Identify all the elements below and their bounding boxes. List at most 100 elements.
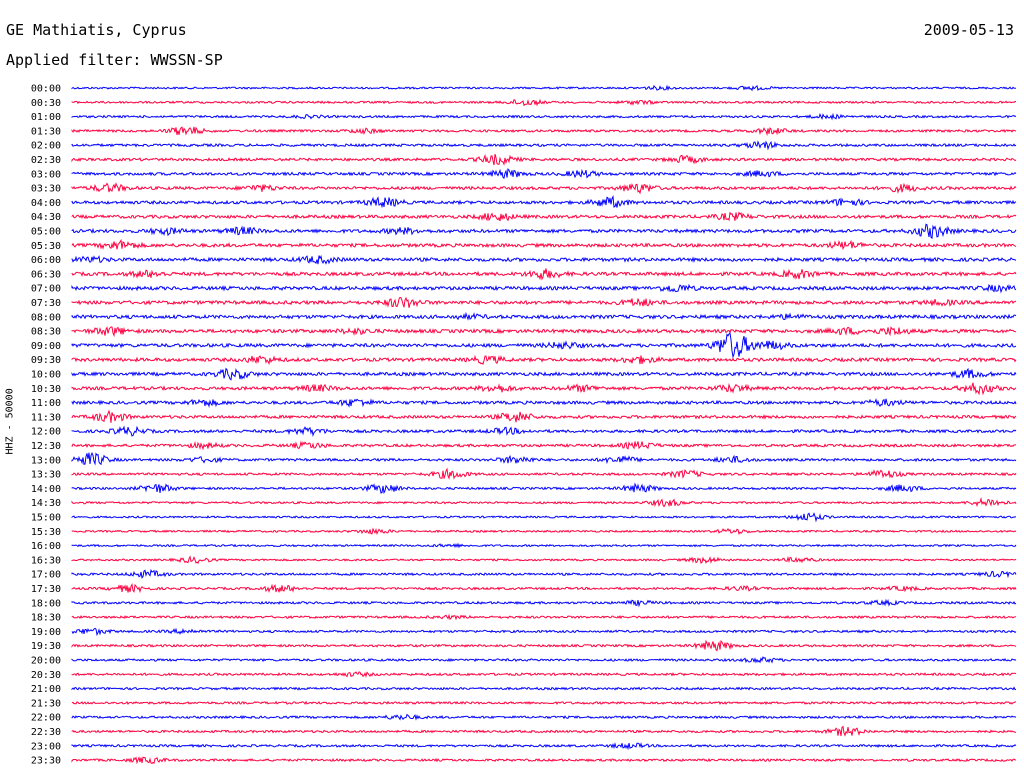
tick-label-0800: 08:00 (31, 312, 61, 323)
tick-label-1600: 16:00 (31, 541, 61, 552)
trace-0830 (71, 326, 1017, 338)
tick-label-1500: 15:00 (31, 513, 61, 524)
trace-0530 (71, 238, 1017, 251)
tick-label-1200: 12:00 (31, 427, 61, 438)
trace-1230 (71, 440, 1017, 451)
tick-label-0830: 08:30 (31, 327, 61, 338)
tick-label-0530: 05:30 (31, 241, 61, 252)
tick-label-0930: 09:30 (31, 355, 61, 366)
tick-label-1100: 11:00 (31, 398, 61, 409)
tick-label-1030: 10:30 (31, 384, 61, 395)
tick-label-1630: 16:30 (31, 555, 61, 566)
trace-2200 (71, 713, 1017, 721)
trace-0030 (71, 98, 1017, 107)
trace-2030 (71, 671, 1017, 678)
tick-label-1300: 13:00 (31, 455, 61, 466)
tick-label-1800: 18:00 (31, 598, 61, 609)
trace-0500 (71, 223, 1017, 240)
tick-label-0630: 06:30 (31, 269, 61, 280)
tick-label-1230: 12:30 (31, 441, 61, 452)
trace-1630 (71, 555, 1017, 564)
station-title: GE Mathiatis, Cyprus (6, 21, 187, 39)
trace-1300 (71, 451, 1017, 466)
tick-label-1330: 13:30 (31, 470, 61, 481)
trace-1100 (71, 398, 1017, 408)
trace-0430 (71, 211, 1017, 222)
trace-1730 (71, 582, 1017, 594)
trace-1330 (71, 467, 1017, 480)
trace-2000 (71, 656, 1017, 664)
tick-label-0600: 06:00 (31, 255, 61, 266)
trace-2100 (71, 686, 1017, 691)
tick-label-0900: 09:00 (31, 341, 61, 352)
trace-0400 (71, 195, 1017, 209)
tick-label-1430: 14:30 (31, 498, 61, 509)
tick-label-1130: 11:30 (31, 412, 61, 423)
tick-label-2200: 22:00 (31, 713, 61, 724)
tick-label-0000: 00:00 (31, 84, 61, 95)
trace-1000 (71, 367, 1017, 381)
tick-label-0200: 02:00 (31, 141, 61, 152)
trace-0930 (71, 354, 1017, 366)
tick-label-0300: 03:00 (31, 169, 61, 180)
trace-1200 (71, 425, 1017, 438)
tick-label-0500: 05:00 (31, 227, 61, 238)
trace-0700 (71, 283, 1017, 294)
trace-2330 (71, 756, 1017, 765)
trace-2230 (71, 725, 1017, 737)
tick-label-0430: 04:30 (31, 212, 61, 223)
trace-1400 (71, 482, 1017, 495)
trace-1800 (71, 598, 1017, 608)
trace-0200 (71, 140, 1017, 151)
tick-label-2230: 22:30 (31, 727, 61, 738)
trace-0000 (71, 84, 1017, 92)
trace-1700 (71, 568, 1017, 579)
trace-1500 (71, 512, 1017, 523)
tick-label-0130: 01:30 (31, 126, 61, 137)
tick-label-1930: 19:30 (31, 641, 61, 652)
tick-label-1000: 10:00 (31, 370, 61, 381)
tick-label-0730: 07:30 (31, 298, 61, 309)
trace-0900 (71, 332, 1017, 359)
trace-0100 (71, 112, 1017, 121)
tick-label-0400: 04:00 (31, 198, 61, 209)
tick-label-2100: 21:00 (31, 684, 61, 695)
trace-1930 (71, 639, 1017, 652)
trace-1030 (71, 382, 1017, 396)
tick-label-1730: 17:30 (31, 584, 61, 595)
trace-0130 (71, 126, 1017, 137)
trace-0230 (71, 153, 1017, 166)
tick-label-0030: 00:30 (31, 98, 61, 109)
trace-1830 (71, 613, 1017, 621)
trace-1530 (71, 527, 1017, 535)
channel-axis-label: HHZ - 50000 (4, 388, 16, 455)
tick-label-1530: 15:30 (31, 527, 61, 538)
trace-0800 (71, 311, 1017, 321)
tick-label-1830: 18:30 (31, 613, 61, 624)
trace-0600 (71, 254, 1017, 265)
trace-0630 (71, 268, 1017, 281)
tick-label-2030: 20:30 (31, 670, 61, 681)
tick-label-1700: 17:00 (31, 570, 61, 581)
trace-1900 (71, 627, 1017, 637)
trace-0330 (71, 182, 1017, 195)
tick-label-0230: 02:30 (31, 155, 61, 166)
trace-2130 (71, 700, 1017, 706)
tick-label-2000: 20:00 (31, 656, 61, 667)
trace-0300 (71, 167, 1017, 179)
trace-0730 (71, 296, 1017, 308)
tick-label-0330: 03:30 (31, 184, 61, 195)
tick-label-0100: 01:00 (31, 112, 61, 123)
tick-label-1900: 19:00 (31, 627, 61, 638)
seismic-traces (71, 84, 1017, 765)
tick-label-2330: 23:30 (31, 756, 61, 767)
trace-2300 (71, 742, 1017, 751)
trace-1600 (71, 542, 1017, 549)
tick-label-2130: 21:30 (31, 698, 61, 709)
filter-label: Applied filter: WWSSN-SP (6, 51, 223, 69)
trace-1430 (71, 496, 1017, 508)
tick-label-0700: 07:00 (31, 284, 61, 295)
tick-label-2300: 23:00 (31, 741, 61, 752)
tick-label-1400: 14:00 (31, 484, 61, 495)
